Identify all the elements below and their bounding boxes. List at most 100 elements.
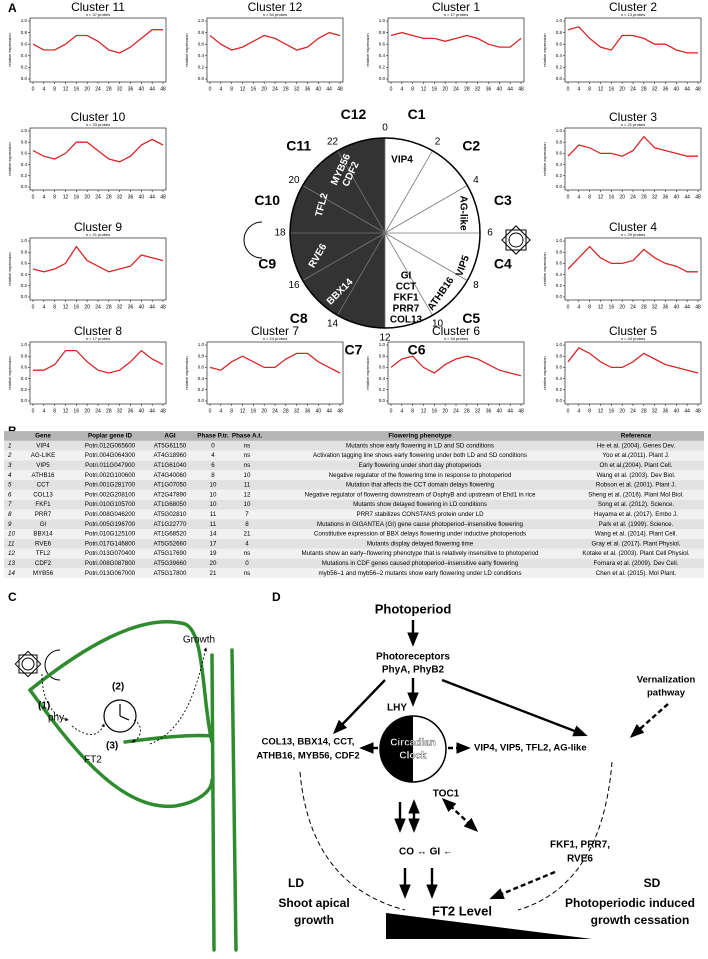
plot-frame [387,17,525,83]
table-cell: Potri.005G196700 [85,521,136,528]
x-tick-label: 24 [630,194,636,200]
y-tick-label: 0.0 [379,398,386,403]
chart-subtitle: n = 44 probes [621,336,646,341]
chart-title: Cluster 4 [609,220,657,234]
x-tick-label: 8 [230,86,233,92]
x-tick-label: 36 [663,194,669,200]
x-tick-label: 44 [507,408,513,414]
clock-text: Clock [399,751,427,762]
x-tick-label: 32 [117,194,123,200]
table-cell: 7 [8,501,12,508]
sun-icon [14,650,42,678]
chart-title: Cluster 6 [432,324,480,338]
x-tick-label: 48 [695,304,701,310]
x-tick-label: 0 [209,408,212,414]
x-tick-label: 48 [160,86,166,92]
table-row-bg [4,499,704,510]
y-tick-label: 0.6 [556,151,563,156]
node-label: LHY [387,703,407,714]
chart-subtitle: n = 29 probes [621,232,646,237]
y-tick-label: 0.6 [556,261,563,266]
mean-line [209,31,341,51]
chart-title: Cluster 1 [432,0,480,14]
x-tick-label: 40 [139,194,145,200]
table-cell: Potri.017G146800 [85,540,136,547]
hour-label: 22 [327,137,339,148]
y-tick-label: 0.6 [198,41,205,46]
plot-frame [206,17,344,83]
table-cell: 6 [211,462,215,469]
x-tick-label: 48 [160,194,166,200]
x-tick-label: 28 [283,408,289,414]
table-row-bg [4,440,704,451]
x-tick-label: 28 [464,408,470,414]
table-row-bg [4,519,704,530]
gene-label: GI [401,271,412,282]
panel-label: D [272,590,281,604]
dashed-arrows [359,703,669,900]
table-cell: Potri.001G281700 [85,482,136,489]
y-tick-label: 0.2 [556,173,563,178]
sun-icon [501,225,531,255]
x-tick-label: 0 [567,408,570,414]
y-tick-label: 1.0 [556,342,563,347]
x-tick-label: 20 [619,304,625,310]
table-cell: Potri.008G046200 [85,511,136,518]
x-tick-label: 0 [567,86,570,92]
table-cell: AT4G40060 [154,472,187,479]
hour-line [384,232,468,281]
table-cell: AT5G02810 [154,511,187,518]
x-tick-label: 4 [42,408,45,414]
leaf-label: Growth [183,635,215,646]
table-cell: Potri.008G087800 [85,560,136,567]
y-tick-label: 1.0 [198,342,205,347]
node-label: FT2 Level [432,903,492,918]
table-row-bg [4,460,704,471]
table-cell: 8 [211,472,215,479]
x-tick-label: 48 [695,194,701,200]
table-cell: Oh et al.(2004). Plant Cell. [600,462,673,469]
plot-frame [29,341,167,405]
y-tick-label: 1.0 [556,238,563,243]
x-tick-label: 48 [518,86,524,92]
x-tick-label: 8 [411,86,414,92]
table-cell: 1 [8,442,11,449]
x-tick-label: 44 [149,408,155,414]
hour-label: 4 [473,175,479,186]
table-cell: 14 [210,531,217,538]
x-tick-label: 44 [149,86,155,92]
table-cell: 12 [8,550,15,557]
node-label: ATHB16, MYB56, CDF2 [256,751,359,762]
y-tick-label: 0.2 [21,283,28,288]
x-tick-label: 40 [497,408,503,414]
table-cell: Song et al. (2012). Science. [598,501,675,508]
table-header-bg [4,431,704,441]
y-tick-label: 0.2 [556,387,563,392]
table-cell: Sheng et al. (2016). Plant Mol Biol. [588,491,684,498]
table-row-bg [4,450,704,461]
x-tick-label: 20 [84,86,90,92]
gene-label: PRR7 [393,304,420,315]
y-tick-label: 0.0 [21,294,28,299]
y-tick-label: 0.8 [556,249,563,254]
plot-frame [564,17,702,83]
x-tick-label: 4 [219,86,222,92]
leaf [28,620,238,952]
table-row-bg [4,509,704,520]
x-tick-label: 0 [567,194,570,200]
y-tick-label: 0.4 [556,162,563,167]
x-tick-label: 44 [507,86,513,92]
x-tick-label: 24 [272,86,278,92]
outcome-label: Photoperiodic induced [565,896,695,910]
y-tick-label: 0.8 [379,353,386,358]
node-label: FKF1, PRR7, [550,840,610,851]
table-cell: 4 [245,540,249,547]
x-tick-label: 36 [486,86,492,92]
x-tick-label: 4 [577,408,580,414]
hour-label: 2 [435,137,441,148]
y-tick-label: 0.6 [379,41,386,46]
x-tick-label: 8 [53,86,56,92]
y-tick-label: 0.2 [379,387,386,392]
table-cell: Potri.010G105700 [85,501,136,508]
y-axis-label: relative expression [7,142,12,175]
